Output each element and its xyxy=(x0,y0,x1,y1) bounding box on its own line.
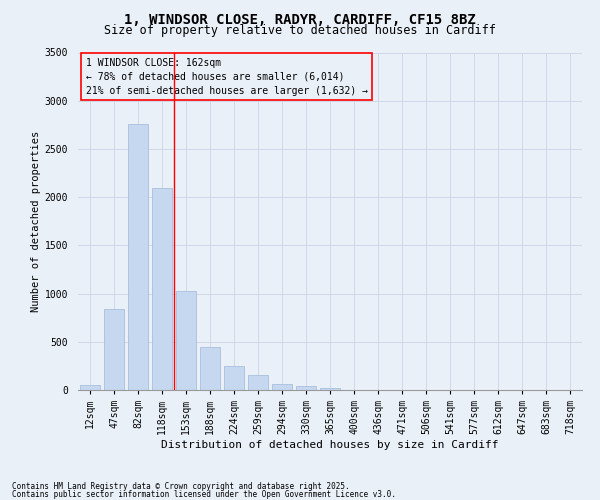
Bar xyxy=(104,309,124,390)
Bar xyxy=(320,388,340,390)
Text: Contains HM Land Registry data © Crown copyright and database right 2025.: Contains HM Land Registry data © Crown c… xyxy=(12,482,350,491)
Bar xyxy=(296,386,316,390)
Y-axis label: Number of detached properties: Number of detached properties xyxy=(31,130,41,312)
Bar xyxy=(272,384,292,390)
Bar xyxy=(200,346,220,390)
Bar xyxy=(80,384,100,390)
Bar xyxy=(224,366,244,390)
Text: Size of property relative to detached houses in Cardiff: Size of property relative to detached ho… xyxy=(104,24,496,37)
Text: 1 WINDSOR CLOSE: 162sqm
← 78% of detached houses are smaller (6,014)
21% of semi: 1 WINDSOR CLOSE: 162sqm ← 78% of detache… xyxy=(86,58,368,96)
Text: 1, WINDSOR CLOSE, RADYR, CARDIFF, CF15 8BZ: 1, WINDSOR CLOSE, RADYR, CARDIFF, CF15 8… xyxy=(124,12,476,26)
Bar xyxy=(176,290,196,390)
Text: Contains public sector information licensed under the Open Government Licence v3: Contains public sector information licen… xyxy=(12,490,396,499)
Bar xyxy=(128,124,148,390)
Bar xyxy=(152,188,172,390)
X-axis label: Distribution of detached houses by size in Cardiff: Distribution of detached houses by size … xyxy=(161,440,499,450)
Bar xyxy=(248,374,268,390)
